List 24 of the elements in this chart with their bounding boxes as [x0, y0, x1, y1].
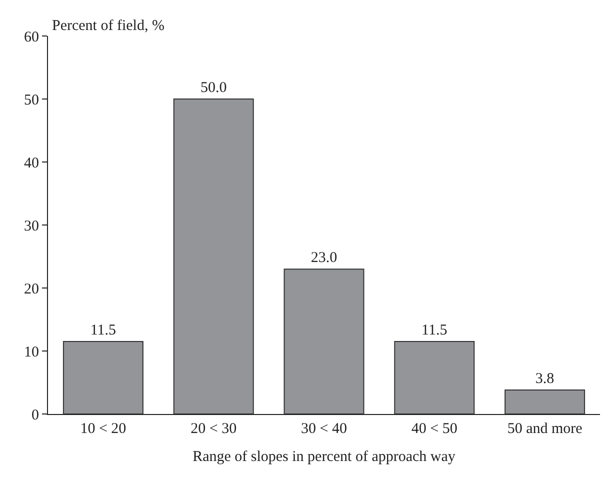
data-label: 3.8: [535, 371, 554, 388]
y-tick-label: 30: [24, 218, 39, 234]
x-tick-label: 30 < 40: [301, 421, 347, 437]
bar: [504, 390, 586, 414]
y-tick-label: 40: [24, 155, 39, 172]
x-tick-label: 10 < 20: [80, 421, 126, 437]
data-label: 50.0: [200, 80, 227, 96]
data-label: 23.0: [310, 250, 338, 266]
y-axis-title: Percent of field, %: [52, 18, 164, 34]
y-tick-label: 10: [24, 344, 39, 360]
y-tick-label: 50: [24, 92, 39, 108]
bar: [173, 98, 254, 414]
bar: [62, 341, 144, 414]
y-tick-label: 20: [24, 281, 39, 298]
x-tick-label: 40 < 50: [411, 421, 458, 437]
data-label: 11.5: [90, 322, 116, 339]
y-tick-label: 0: [32, 407, 39, 424]
y-tick-label: 60: [24, 29, 39, 46]
bar: [284, 268, 364, 414]
bar: [394, 341, 475, 414]
x-tick-label: 50 and more: [507, 421, 583, 437]
x-tick-label: 20 < 30: [190, 421, 237, 437]
data-label: 11.5: [422, 322, 448, 339]
x-axis-title: Range of slopes in percent of approach way: [192, 449, 456, 465]
